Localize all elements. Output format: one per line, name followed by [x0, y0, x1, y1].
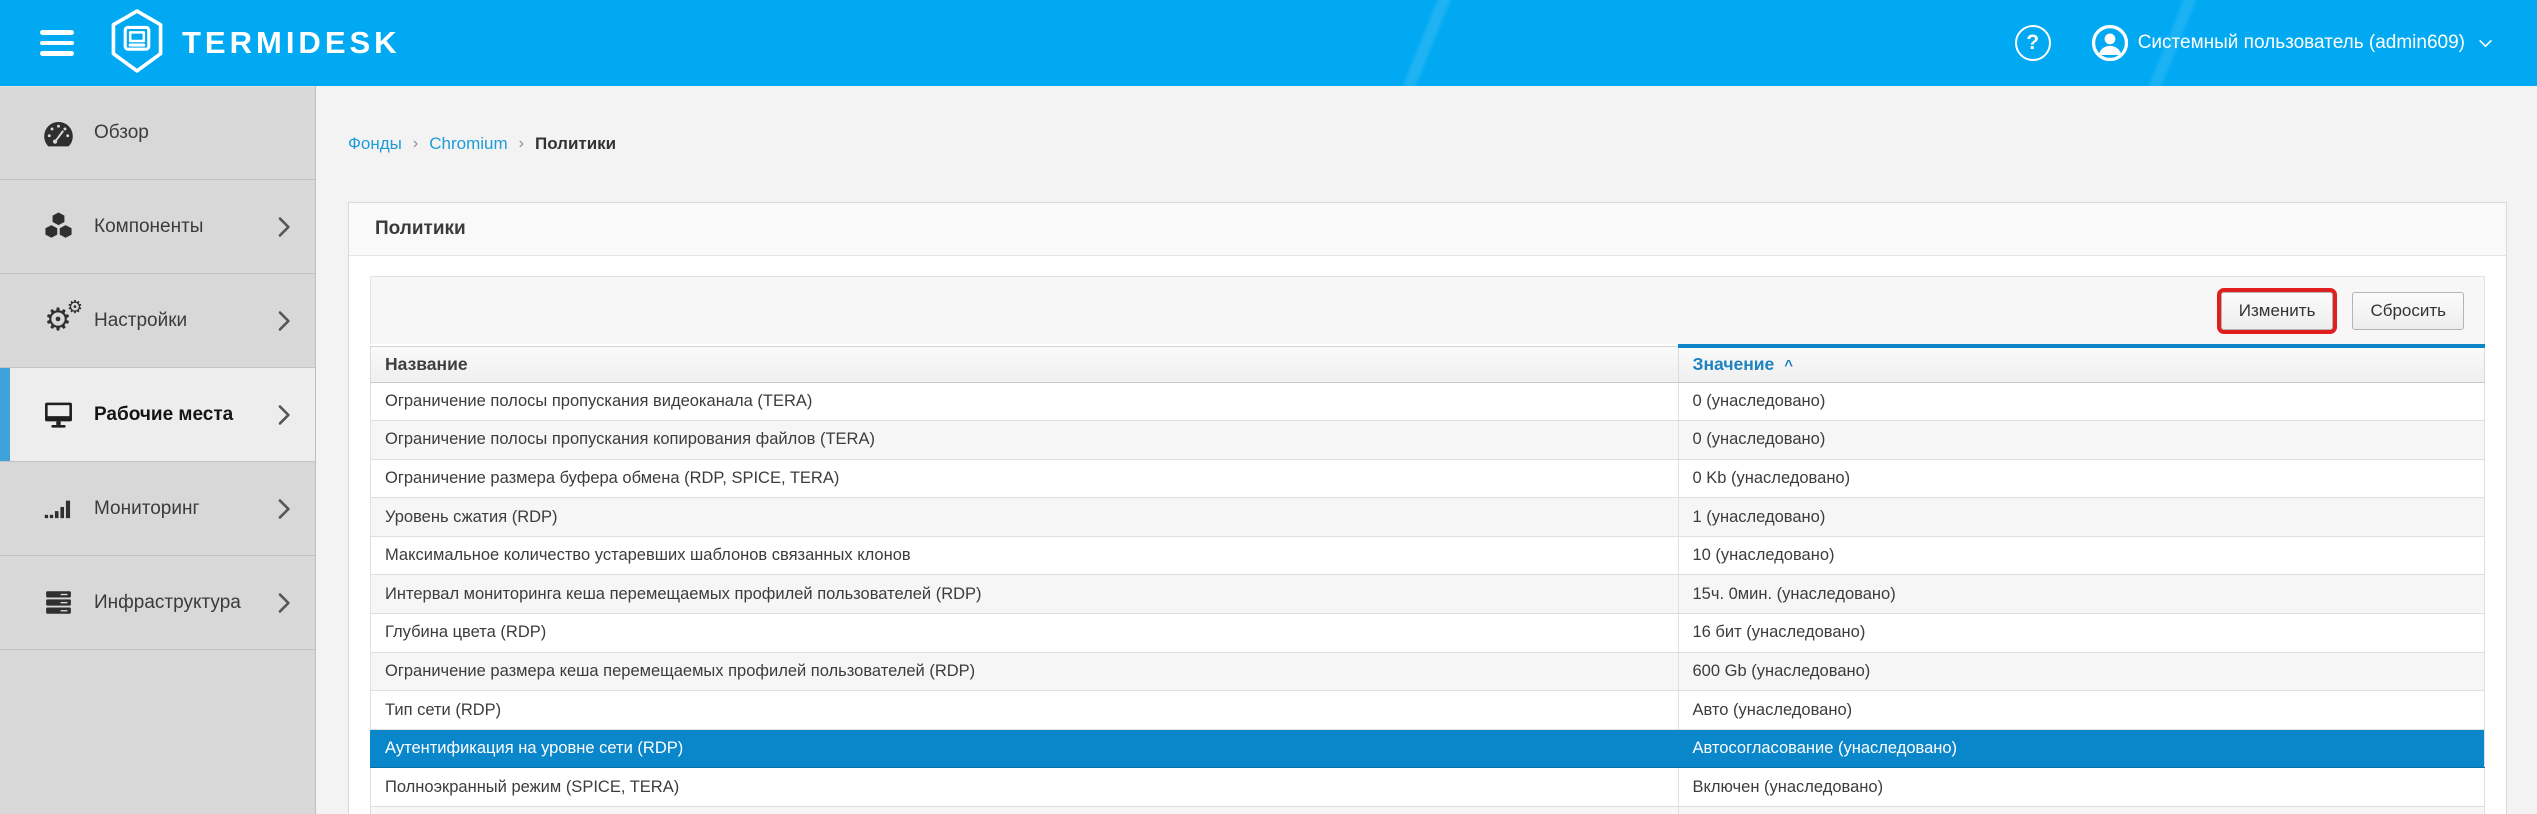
sidebar-item-label: Мониторинг: [94, 497, 200, 519]
termidesk-logo-icon: [108, 8, 166, 79]
policy-value-cell[interactable]: 0 Kb (унаследовано): [1677, 459, 2485, 499]
policy-name-cell[interactable]: Ограничение размера кеша перемещаемых пр…: [370, 652, 1678, 692]
table-row[interactable]: Ограничение размера буфера обмена (RDP, …: [370, 459, 2485, 499]
sidebar-item-label: Обзор: [94, 122, 149, 143]
reset-button[interactable]: Сбросить: [2352, 291, 2464, 330]
breadcrumb-item[interactable]: Chromium: [429, 134, 508, 153]
sidebar-menu: Обзор Компоненты ⚙ ⚙ Настройки Рабочие места М…: [0, 86, 315, 650]
sort-asc-icon: ^: [1784, 357, 1794, 375]
column-header-value[interactable]: Значение ^: [1677, 344, 2485, 383]
card-body: Изменить Сбросить Название Значение ^ Огр…: [349, 256, 2506, 814]
sidebar: Обзор Компоненты ⚙ ⚙ Настройки Рабочие места М…: [0, 86, 316, 814]
infrastructure-icon: [40, 586, 76, 619]
policy-name-cell[interactable]: Аутентификация на уровне сети (RDP): [370, 729, 1678, 769]
table-row-selected[interactable]: Аутентификация на уровне сети (RDP) Автос…: [370, 729, 2485, 769]
user-avatar-icon: [2091, 24, 2129, 62]
sidebar-item-workplaces[interactable]: Рабочие места: [0, 368, 315, 462]
policy-value-cell[interactable]: 0 (унаследовано): [1677, 382, 2485, 422]
breadcrumb-separator: ›: [412, 135, 419, 152]
policy-name-cell[interactable]: Глубина цвета (RDP): [370, 613, 1678, 653]
table-row[interactable]: Ограничение полосы пропускания видеокана…: [370, 382, 2485, 422]
table-toolbar: Изменить Сбросить: [370, 276, 2485, 344]
table-row[interactable]: Максимальное количество устаревших шабло…: [370, 536, 2485, 576]
sidebar-item-settings[interactable]: ⚙ ⚙ Настройки: [0, 274, 315, 368]
breadcrumb-item[interactable]: Фонды: [348, 134, 402, 153]
table-row[interactable]: Тип сети (RDP) Авто (унаследовано): [370, 690, 2485, 730]
settings-icon: ⚙ ⚙: [44, 297, 83, 338]
monitoring-icon: [40, 492, 76, 525]
chevron-right-icon: [278, 404, 291, 425]
main-content: Фонды › Chromium › Политики Политики Изменит…: [316, 86, 2537, 814]
sidebar-item-overview[interactable]: Обзор: [0, 86, 315, 180]
column-header-value-label: Значение: [1692, 354, 1775, 375]
dashboard-icon: [40, 117, 76, 150]
top-header: TERMIDESK ? Системный пользователь (admi…: [0, 0, 2537, 86]
policy-value-cell[interactable]: 16 бит (унаследовано): [1677, 613, 2485, 653]
table-row[interactable]: Полноэкранный режим (SPICE, TERA) Включен…: [370, 767, 2485, 808]
workplaces-icon: [40, 398, 76, 431]
sidebar-item-infrastructure[interactable]: Инфраструктура: [0, 556, 315, 650]
sidebar-item-label: Компоненты: [94, 215, 204, 237]
breadcrumb-separator: ›: [518, 135, 524, 152]
chevron-right-icon: [278, 310, 291, 331]
sidebar-item-label: Настройки: [94, 309, 188, 331]
table-row[interactable]: Ограничение размера кеша перемещаемых пр…: [370, 652, 2485, 692]
policy-name-cell[interactable]: Ограничение размера буфера обмена (RDP, …: [370, 459, 1678, 499]
edit-button[interactable]: Изменить: [2216, 287, 2338, 334]
termidesk-logo[interactable]: TERMIDESK: [108, 8, 401, 79]
policy-value-cell[interactable]: 0 (унаследовано): [1677, 420, 2485, 460]
breadcrumb-item: Политики: [534, 134, 617, 153]
policy-name-cell[interactable]: Уровень сжатия (RDP): [370, 497, 1678, 537]
policy-value-cell[interactable]: 1 (унаследовано): [1677, 497, 2485, 537]
sidebar-item-monitoring[interactable]: Мониторинг: [0, 462, 315, 556]
user-label: Системный пользователь (admin609): [2137, 32, 2465, 53]
hamburger-menu-icon[interactable]: [40, 24, 74, 61]
policy-name-cell[interactable]: Ограничение полосы пропускания видеокана…: [370, 382, 1678, 422]
page-title: Политики: [375, 218, 466, 239]
policy-value-cell[interactable]: Авто (унаследовано): [1677, 690, 2485, 730]
policies-card: Политики Изменить Сбросить Название Знач…: [348, 202, 2507, 814]
policy-value-cell[interactable]: Автосогласование (унаследовано): [1677, 729, 2485, 769]
chevron-right-icon: [278, 592, 291, 613]
sidebar-item-label: Рабочие места: [94, 403, 234, 425]
card-header: Политики: [349, 203, 2506, 256]
components-icon: [40, 210, 76, 243]
policy-value-cell[interactable]: Включен (унаследовано): [1677, 767, 2485, 808]
column-header-name[interactable]: Название: [370, 345, 1678, 383]
policy-name-cell[interactable]: Максимальное количество устаревших шабло…: [370, 536, 1678, 576]
table-row-partial[interactable]: [370, 806, 2485, 814]
breadcrumb: Фонды › Chromium › Политики: [348, 134, 2507, 154]
logo-text: TERMIDESK: [182, 25, 401, 60]
policy-name-cell[interactable]: Полноэкранный режим (SPICE, TERA): [370, 767, 1678, 808]
table-row[interactable]: Уровень сжатия (RDP) 1 (унаследовано): [370, 497, 2485, 537]
policy-value-cell[interactable]: 10 (унаследовано): [1677, 536, 2485, 576]
user-menu[interactable]: Системный пользователь (admin609): [2091, 24, 2493, 62]
policy-value-cell[interactable]: 15ч. 0мин. (унаследовано): [1677, 574, 2485, 615]
table-row[interactable]: Ограничение полосы пропускания копирован…: [370, 420, 2485, 460]
table-row[interactable]: Интервал мониторинга кеша перемещаемых п…: [370, 574, 2485, 615]
chevron-right-icon: [278, 216, 291, 237]
help-icon[interactable]: ?: [2014, 25, 2051, 61]
policy-value-cell[interactable]: 600 Gb (унаследовано): [1677, 652, 2485, 692]
policy-name-cell[interactable]: Интервал мониторинга кеша перемещаемых п…: [370, 574, 1678, 615]
policies-table: Название Значение ^ Ограничение полосы пр…: [370, 344, 2485, 814]
policies-table-body: Ограничение полосы пропускания видеокана…: [370, 382, 2485, 814]
chevron-right-icon: [278, 498, 291, 519]
chevron-down-icon: [2478, 39, 2493, 48]
policy-name-cell[interactable]: Тип сети (RDP): [370, 690, 1678, 730]
table-row[interactable]: Глубина цвета (RDP) 16 бит (унаследовано): [370, 613, 2485, 653]
sidebar-item-label: Инфраструктура: [94, 591, 241, 613]
policy-name-cell[interactable]: Ограничение полосы пропускания копирован…: [370, 420, 1678, 460]
sidebar-item-components[interactable]: Компоненты: [0, 180, 315, 274]
